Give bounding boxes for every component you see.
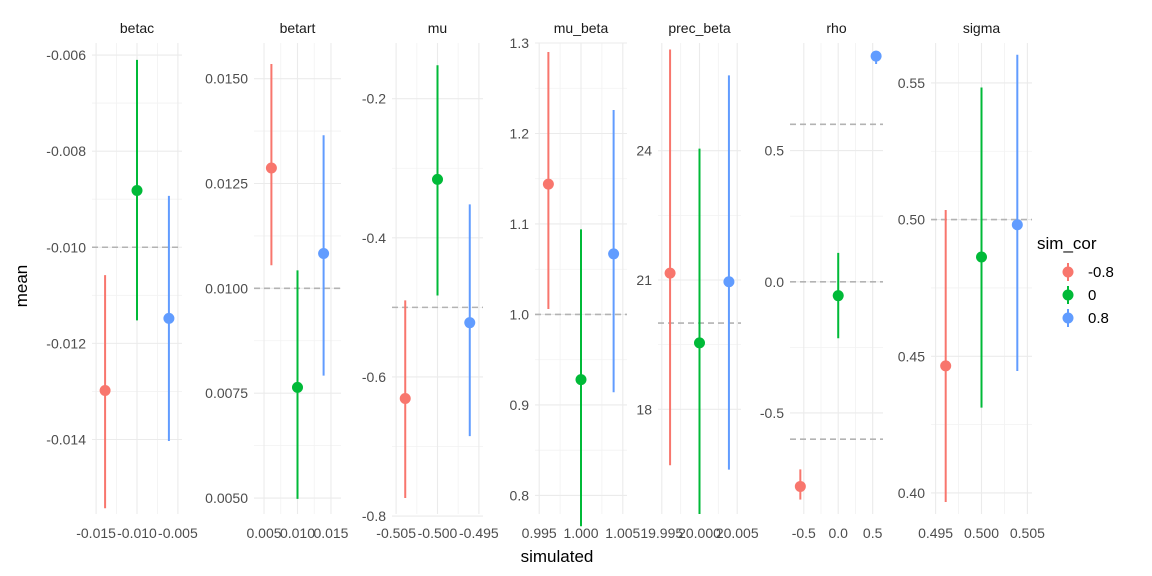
facet-label: prec_beta: [668, 20, 730, 36]
y-tick-label: -0.5: [760, 405, 784, 421]
x-tick-label: 0.995: [522, 525, 557, 541]
x-tick-label: 0.495: [918, 525, 953, 541]
panel-mu: mu -0.8 -0.6 -0.4 -0.2 -0.505 -0.500 -0.495: [362, 20, 499, 541]
x-axis-title: simulated: [521, 547, 594, 566]
y-tick-label: 0.0125: [205, 176, 248, 192]
x-tick-label: -0.005: [158, 525, 198, 541]
x-tick-label: -0.505: [376, 525, 416, 541]
data-point-0: [575, 374, 587, 386]
facet-label: betart: [280, 20, 316, 36]
y-tick-label: 0.5: [765, 143, 785, 159]
x-tick-label: -0.010: [117, 525, 157, 541]
y-tick-label: -0.012: [46, 335, 86, 351]
data-point-0.8: [1011, 219, 1023, 231]
facet-label: sigma: [963, 20, 1001, 36]
legend-key-point: [1062, 266, 1074, 278]
legend-title: sim_cor: [1037, 234, 1097, 253]
legend-key-point: [1062, 289, 1074, 301]
facet-label: mu: [428, 20, 447, 36]
data-point-0.8: [608, 248, 620, 260]
facet-label: betac: [120, 20, 154, 36]
x-tick-label: 0.505: [1010, 525, 1045, 541]
data-point--0.8: [399, 393, 411, 405]
y-tick-label: 18: [636, 401, 652, 417]
panel-sigma: sigma 0.40 0.45 0.50 0.55 0.495 0.500 0.505: [898, 20, 1045, 541]
y-tick-label: -0.6: [362, 369, 386, 385]
x-tick-label: 0.015: [313, 525, 348, 541]
data-point-0: [292, 381, 303, 393]
panel-betac: betac -0.014 -0.012 -0.010 -0.008 -0.006 -0.01…: [46, 20, 198, 541]
y-tick-label: 0.55: [898, 75, 925, 91]
y-tick-label: -0.8: [362, 508, 386, 524]
x-tick-label: -0.015: [76, 525, 116, 541]
x-tick-label: -0.500: [418, 525, 458, 541]
panel-mu_beta: mu_beta 0.8 0.9 1.0 1.1 1.2 1.3 0.995 1.000 1.005: [510, 20, 641, 541]
x-tick-label: 19.995: [640, 525, 683, 541]
x-tick-label: 20.000: [678, 525, 721, 541]
legend-label: 0: [1088, 287, 1096, 304]
y-tick-label: -0.014: [46, 432, 86, 448]
x-tick-label: 0.0: [828, 525, 848, 541]
x-tick-label: 0.010: [280, 525, 315, 541]
y-tick-label: 0.40: [898, 485, 925, 501]
y-tick-label: 0.0: [765, 274, 785, 290]
data-point-0.8: [318, 248, 330, 260]
y-axis-title: mean: [12, 265, 31, 308]
y-tick-label: 0.0050: [205, 490, 248, 506]
data-point--0.8: [664, 267, 676, 279]
y-tick-label: 0.50: [898, 212, 925, 228]
legend-label: -0.8: [1088, 264, 1114, 281]
y-tick-label: 24: [636, 143, 652, 159]
data-point--0.8: [99, 384, 111, 396]
y-tick-label: 0.9: [510, 397, 530, 413]
data-point-0.8: [723, 276, 735, 288]
y-tick-label: 21: [636, 272, 652, 288]
data-point--0.8: [265, 162, 277, 174]
y-tick-label: -0.006: [46, 47, 86, 63]
x-tick-label: 1.000: [563, 525, 598, 541]
x-tick-label: 0.500: [964, 525, 999, 541]
data-point--0.8: [940, 360, 952, 372]
y-tick-label: 0.8: [510, 487, 530, 503]
legend-label: 0.8: [1088, 310, 1109, 327]
data-point-0: [976, 251, 987, 263]
y-tick-label: -0.010: [46, 239, 86, 255]
data-point--0.8: [794, 480, 806, 492]
legend-key-point: [1062, 312, 1074, 324]
x-tick-label: -0.5: [792, 525, 816, 541]
y-tick-label: 1.3: [510, 35, 530, 51]
data-point-0: [694, 337, 705, 349]
legend: sim_cor -0.8 0 0.8: [1037, 234, 1114, 327]
y-tick-label: 1.1: [510, 216, 530, 232]
x-tick-label: -0.495: [459, 525, 499, 541]
y-tick-label: 1.0: [510, 306, 530, 322]
x-tick-label: 20.005: [716, 525, 759, 541]
panel-betart: betart 0.0050 0.0075 0.0100 0.0125 0.0150 0.00…: [205, 20, 349, 541]
data-point--0.8: [542, 178, 554, 190]
y-tick-label: -0.4: [362, 230, 386, 246]
y-tick-label: 0.45: [898, 348, 925, 364]
data-point-0: [432, 173, 443, 185]
y-tick-label: -0.008: [46, 143, 86, 159]
data-point-0: [832, 290, 844, 302]
y-tick-label: -0.2: [362, 91, 386, 107]
legend-keys: -0.8 0 0.8: [1062, 263, 1114, 327]
x-tick-label: 0.005: [247, 525, 282, 541]
facet-label: rho: [826, 20, 846, 36]
x-tick-label: 0.5: [863, 525, 883, 541]
panel-rho: rho -0.5 0.0 0.5 -0.5 0.0 0.5: [760, 20, 883, 541]
y-tick-label: 0.0100: [205, 280, 248, 296]
y-tick-label: 0.0150: [205, 71, 248, 87]
x-tick-label: 1.005: [605, 525, 640, 541]
data-point-0.8: [464, 317, 476, 329]
data-point-0: [131, 185, 143, 197]
data-point-0.8: [870, 50, 882, 62]
data-point-0.8: [163, 312, 175, 324]
y-tick-label: 0.0075: [205, 385, 248, 401]
facet-label: mu_beta: [554, 20, 609, 36]
facet-panels: betac -0.014 -0.012 -0.010 -0.008 -0.006 -0.01…: [46, 20, 1045, 541]
y-tick-label: 1.2: [510, 125, 530, 141]
